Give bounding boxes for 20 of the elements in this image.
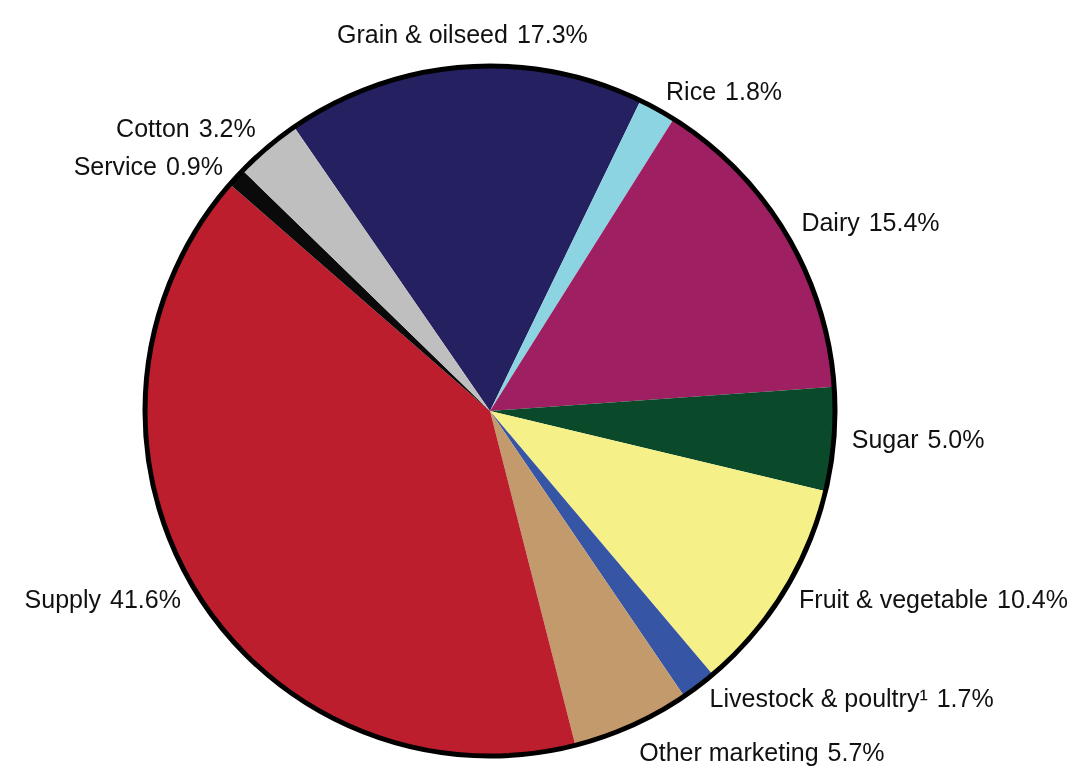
data-label: 15.4% (868, 208, 940, 237)
data-label: 5.7% (827, 738, 885, 767)
data-label: 41.6% (110, 585, 181, 614)
data-label: 1.8% (725, 77, 783, 106)
slice-label: Dairy (801, 208, 861, 237)
slice-label: Service (73, 152, 158, 181)
slice-label: Fruit & vegetable (799, 585, 989, 614)
data-label: 5.0% (927, 424, 985, 453)
slice-label: Sugar (851, 424, 919, 453)
slice-label: Rice (666, 77, 717, 106)
slice-label: Grain & oilseed (336, 20, 508, 49)
slice-label: Other marketing (639, 738, 819, 767)
data-label: 17.3% (516, 20, 588, 49)
data-label: 1.7% (936, 683, 994, 712)
data-label: 0.9% (166, 152, 223, 181)
slice-label: Cotton (116, 114, 190, 143)
data-label: 10.4% (997, 585, 1068, 614)
slice-label: Livestock & poultry¹ (709, 683, 928, 712)
data-label: 3.2% (198, 114, 256, 143)
slice-label: Supply (24, 585, 102, 614)
